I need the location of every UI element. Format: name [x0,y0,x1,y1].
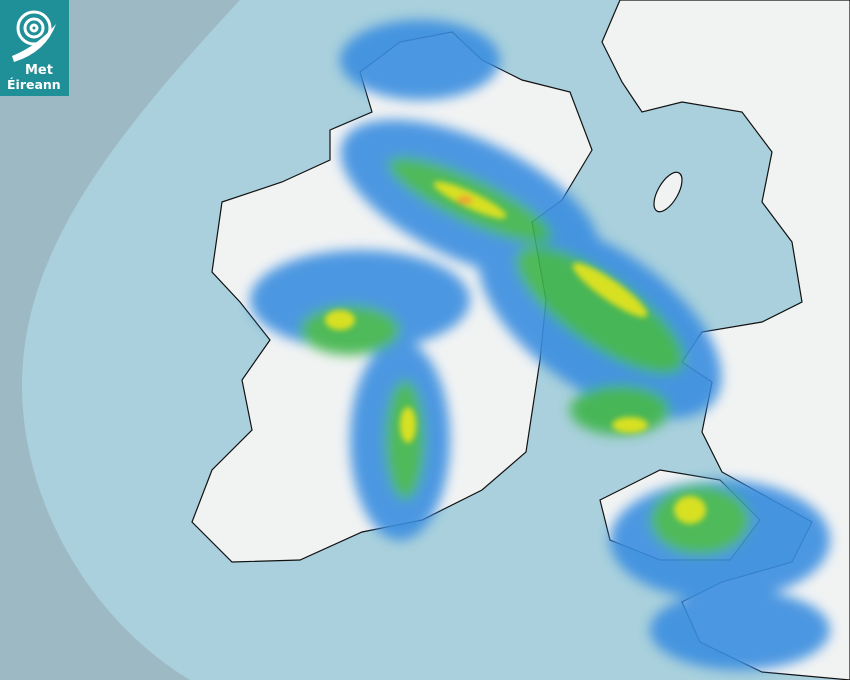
logo-text-eireann: Éireann [7,77,61,92]
rain-echoes [250,20,830,670]
isle-of-man [653,171,683,213]
swirl-logo-icon [12,10,56,62]
heavy-rain-cores [325,181,706,524]
met-eireann-logo: Met Éireann [0,0,69,96]
logo-text-met: Met [25,63,53,78]
